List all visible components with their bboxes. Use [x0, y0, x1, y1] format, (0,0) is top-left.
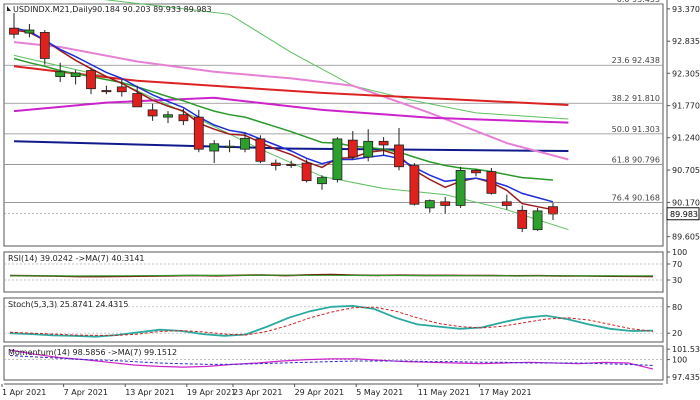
indicator-panel-frame [3, 345, 664, 381]
price-tick-label: 91.770 [672, 102, 700, 111]
candle-body [224, 145, 235, 148]
main-panel-frame [3, 3, 664, 247]
candle-body [255, 138, 266, 162]
candle-body [9, 27, 19, 35]
candle-body [147, 109, 158, 117]
current-price-label: 89.983 [670, 210, 698, 219]
price-tick-label: 90.705 [672, 166, 700, 175]
fibonacci-level-label: 23.6 92.438 [612, 56, 660, 65]
momentum-tick-label: 101.5336 [672, 345, 700, 354]
symbol-arrow-icon [7, 6, 11, 11]
momentum-tick-label: 100 [672, 356, 687, 365]
candle-body [394, 144, 404, 168]
candle-body [363, 140, 374, 158]
candle-body [440, 201, 451, 206]
candle-body [486, 171, 497, 194]
candle-body [209, 143, 220, 152]
moving-average-navy [13, 140, 569, 152]
candle-body [163, 114, 173, 118]
candle-body [532, 210, 543, 231]
fibonacci-level-label: 76.4 90.168 [612, 194, 660, 203]
stochastic-tick-label: 80 [672, 303, 682, 312]
time-tick-label: 13 Apr 2021 [125, 388, 174, 397]
price-tick-label: 89.605 [672, 233, 700, 242]
stochastic-series-line [9, 304, 654, 338]
stochastic-title: Stoch(5,3,3) 25.8741 24.4315 [8, 300, 128, 309]
fibonacci-level-label: 50.0 91.303 [612, 125, 660, 134]
time-tick-label: 11 May 2021 [418, 388, 470, 397]
momentum-series-line [9, 355, 654, 366]
candle-body [270, 162, 281, 166]
rsi-series-line [10, 274, 653, 277]
price-tick-label: 91.240 [672, 134, 700, 143]
rsi-tick-label: 100 [672, 248, 687, 257]
candle-body [55, 71, 66, 78]
bollinger-upper-band [103, 0, 569, 120]
time-tick-label: 1 Apr 2021 [2, 388, 46, 397]
fibonacci-level-label: 61.8 90.796 [612, 156, 660, 165]
candle-body [101, 90, 112, 93]
time-tick-label: 17 May 2021 [479, 388, 531, 397]
price-tick-label: 92.835 [672, 37, 700, 46]
price-tick-label: 90.170 [672, 198, 700, 207]
ohlc-values: 90.184 90.203 89.933 89.983 [92, 5, 212, 14]
current-price-tag [666, 207, 700, 221]
candle-body [471, 169, 481, 174]
momentum-tick-label: 97.4357 [672, 373, 700, 382]
candle-body [286, 163, 297, 166]
candle-body [378, 140, 389, 146]
candle-body [409, 165, 420, 205]
stochastic-series-line [9, 306, 654, 336]
candle-body [347, 139, 358, 158]
time-tick-label: 19 Apr 2021 [187, 388, 236, 397]
time-tick-label: 7 Apr 2021 [64, 388, 108, 397]
candle-body [455, 169, 466, 206]
candle-body [116, 86, 127, 93]
candle-body [424, 200, 435, 209]
time-tick-label: 5 May 2021 [356, 388, 403, 397]
time-tick-label: 23 Apr 2021 [233, 388, 282, 397]
candle-body [548, 206, 558, 215]
candle-body [39, 32, 50, 59]
candle-body [332, 138, 343, 180]
moving-average-pink [13, 41, 569, 161]
candle-body [178, 114, 189, 122]
rsi-tick-label: 30 [672, 276, 682, 285]
indicator-panel-frame [3, 297, 664, 343]
rsi-tick-label: 70 [672, 260, 682, 269]
indicator-panel-frame [3, 251, 664, 293]
stochastic-tick-label: 20 [672, 329, 682, 338]
fibonacci-level-label: 0.0 93.453 [617, 0, 660, 4]
ema-slow-line [13, 57, 554, 181]
candle-body [70, 72, 81, 78]
momentum-title: Momentum(14) 98.5856 ->MA(7) 99.1512 [8, 348, 177, 357]
candle-body [301, 162, 312, 182]
chart-title: USDINDX.M21,Daily [13, 5, 93, 14]
candle-body [86, 70, 96, 90]
candle-body [501, 201, 512, 206]
price-tick-label: 93.370 [672, 5, 700, 14]
candle-body [517, 209, 528, 229]
moving-average-magenta [13, 96, 569, 124]
price-tick-label: 92.305 [672, 69, 700, 78]
candle-body [132, 93, 143, 108]
candle-body [24, 29, 35, 34]
candle-body [193, 116, 204, 150]
candle-body [317, 177, 327, 185]
candle-body [240, 137, 250, 150]
rsi-title: RSI(14) 39.0242 ->MA(7) 40.3141 [8, 254, 145, 263]
fibonacci-level-label: 38.2 91.810 [612, 94, 660, 103]
time-tick-label: 29 Apr 2021 [295, 388, 344, 397]
